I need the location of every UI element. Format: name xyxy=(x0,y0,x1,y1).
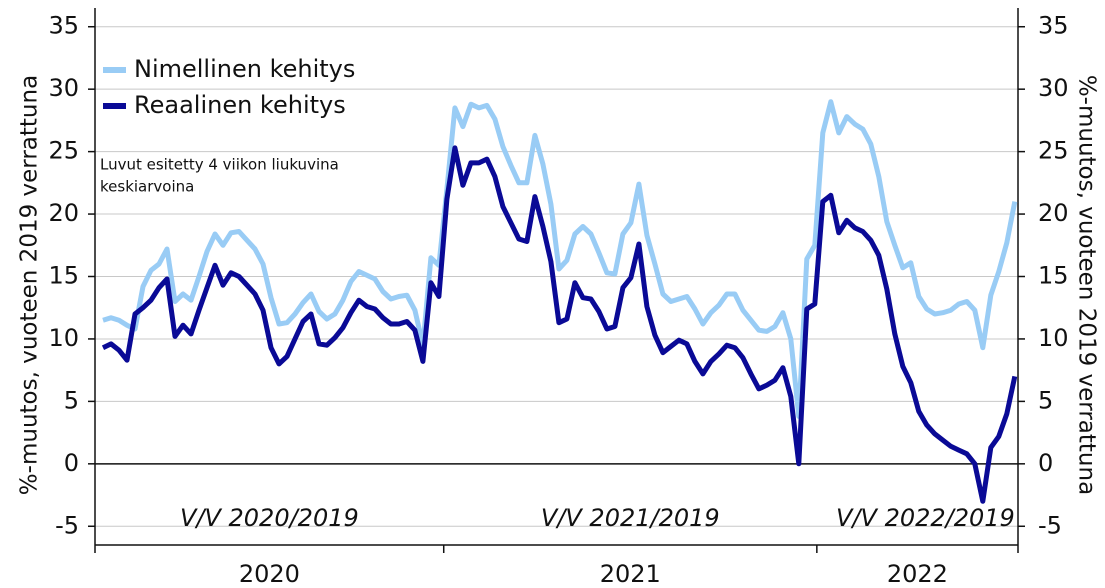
period-label: V/V 2020/2019 xyxy=(180,504,359,532)
y2-tick-label: 20 xyxy=(1038,199,1069,227)
annotation: keskiarvoina xyxy=(100,178,194,196)
legend-label: Reaalinen kehitys xyxy=(134,91,346,119)
series-line xyxy=(101,145,1018,504)
y2-tick-label: 0 xyxy=(1038,449,1053,477)
y2-tick-label: 35 xyxy=(1038,12,1069,40)
series-line xyxy=(102,99,1018,419)
y2-tick-label: -5 xyxy=(1038,511,1062,539)
y2-axis-title: %-muutos, vuoteen 2019 verrattuna xyxy=(1074,75,1100,495)
annotation: Luvut esitetty 4 viikon liukuvina xyxy=(100,156,339,174)
x-tick-label: 2022 xyxy=(887,560,948,588)
y2-tick-label: 5 xyxy=(1038,386,1053,414)
y-tick-label: 15 xyxy=(48,262,79,290)
x-tick-label: 2020 xyxy=(239,560,300,588)
y-tick-label: 30 xyxy=(48,74,79,102)
x-tick-label: 2021 xyxy=(600,560,661,588)
y-tick-label: 0 xyxy=(64,449,79,477)
period-label: V/V 2021/2019 xyxy=(541,504,720,532)
y2-tick-label: 30 xyxy=(1038,74,1069,102)
y2-tick-label: 25 xyxy=(1038,137,1069,165)
period-label: V/V 2022/2019 xyxy=(836,504,1015,532)
y-axis-title: %-muutos, vuoteen 2019 verrattuna xyxy=(17,75,43,495)
y-tick-label: 20 xyxy=(48,199,79,227)
y-tick-label: 25 xyxy=(48,137,79,165)
y-tick-label: 5 xyxy=(64,386,79,414)
y-tick-label: -5 xyxy=(55,511,79,539)
y2-tick-label: 15 xyxy=(1038,262,1069,290)
y-tick-label: 35 xyxy=(48,12,79,40)
y-tick-label: 10 xyxy=(48,324,79,352)
legend-label: Nimellinen kehitys xyxy=(134,55,355,83)
y2-tick-label: 10 xyxy=(1038,324,1069,352)
